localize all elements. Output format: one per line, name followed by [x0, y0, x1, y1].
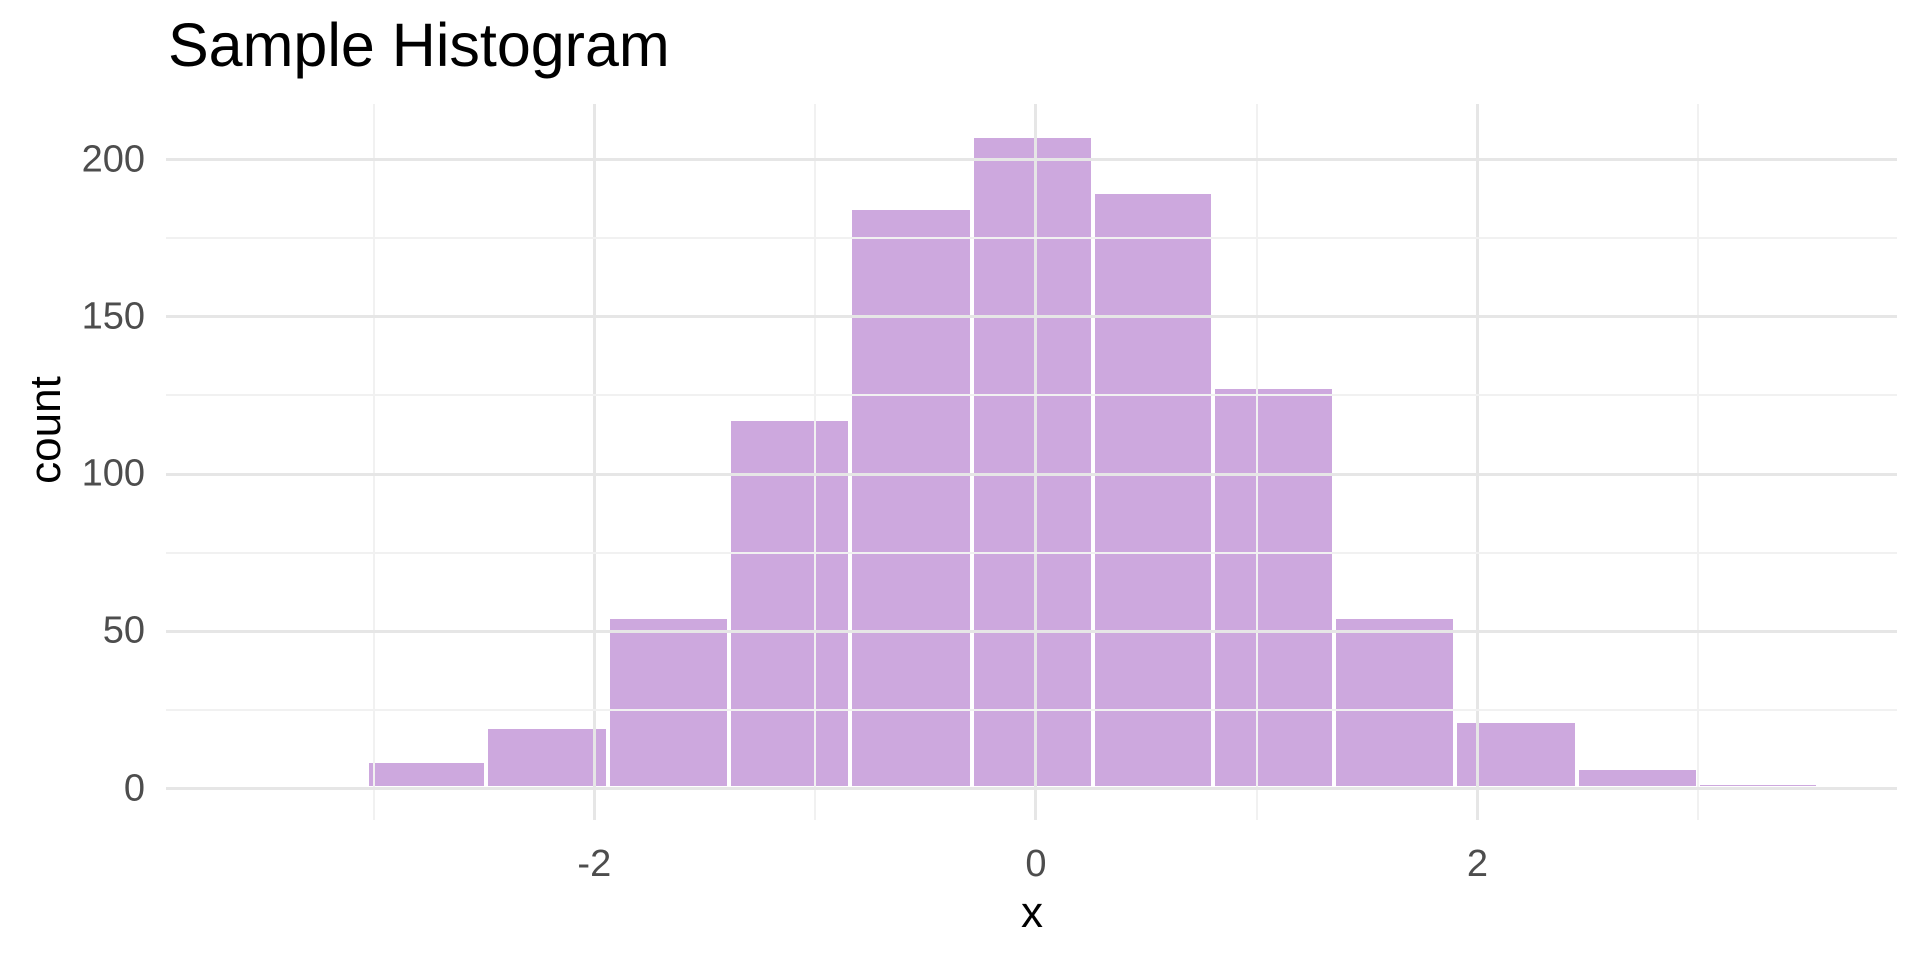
- histogram-bar: [850, 209, 972, 790]
- gridline-y-major: [166, 315, 1897, 319]
- y-tick-label: 0: [123, 767, 145, 810]
- plot-title: Sample Histogram: [168, 11, 670, 79]
- y-tick-label: 150: [81, 295, 145, 338]
- histogram-bar: [729, 420, 851, 790]
- histogram-bar: [486, 728, 608, 790]
- gridline-y-minor: [166, 394, 1897, 397]
- x-tick-label: 2: [1466, 843, 1489, 885]
- x-axis-title: x: [1021, 888, 1043, 937]
- y-axis-title: count: [21, 376, 70, 484]
- histogram-bar: [1455, 722, 1577, 790]
- gridline-x-minor: [1697, 104, 1700, 820]
- gridline-y-major: [166, 629, 1897, 633]
- x-tick-label: 0: [1025, 843, 1047, 885]
- gridline-x-major: [1034, 104, 1038, 820]
- gridline-x-minor: [814, 104, 817, 820]
- x-tick-label: -2: [577, 843, 612, 885]
- gridline-x-minor: [1255, 104, 1258, 820]
- histogram-bar: [366, 763, 487, 790]
- histogram-bar: [1093, 194, 1213, 790]
- gridline-x-major: [1475, 104, 1479, 820]
- gridline-x-major: [592, 104, 596, 820]
- histogram-bar: [1576, 769, 1699, 790]
- histogram-bar: [1212, 389, 1334, 790]
- y-tick-label: 200: [81, 138, 145, 181]
- gridline-y-minor: [166, 551, 1897, 554]
- gridline-y-major: [166, 472, 1897, 476]
- gridline-y-minor: [166, 237, 1897, 240]
- gridline-y-minor: [166, 708, 1897, 711]
- histogram-bar: [607, 618, 729, 790]
- y-tick-label: 50: [102, 609, 145, 652]
- gridline-y-major: [166, 787, 1897, 791]
- histogram-bar: [1333, 618, 1456, 790]
- gridline-x-minor: [372, 104, 375, 820]
- histogram-bar: [971, 137, 1094, 790]
- gridline-y-major: [166, 158, 1897, 162]
- y-tick-label: 100: [81, 452, 145, 495]
